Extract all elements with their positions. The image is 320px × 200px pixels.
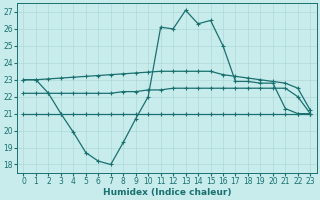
X-axis label: Humidex (Indice chaleur): Humidex (Indice chaleur) xyxy=(103,188,231,197)
